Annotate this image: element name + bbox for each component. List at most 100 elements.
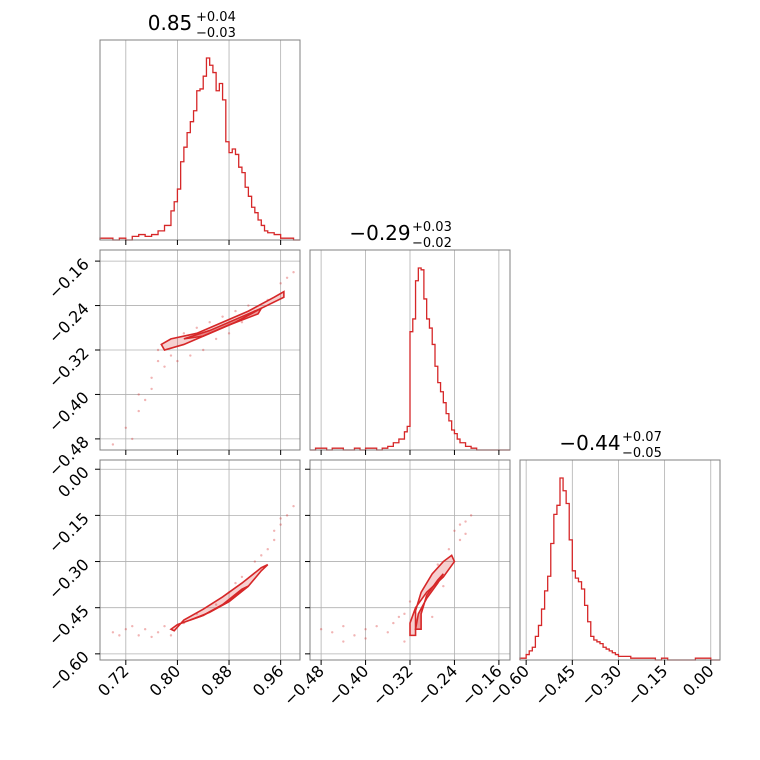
contour-inner <box>183 306 264 340</box>
scatter-point <box>150 376 153 379</box>
scatter-point <box>285 276 289 279</box>
scatter-point <box>253 560 257 563</box>
param-title-lower: −0.03 <box>196 26 236 41</box>
scatter-point <box>137 409 140 413</box>
x-tick-label: −0.45 <box>531 661 579 709</box>
scatter-point <box>189 354 192 357</box>
scatter-point <box>111 631 115 634</box>
scatter-point <box>234 581 237 585</box>
param-title-upper: +0.04 <box>196 10 236 25</box>
contour-outer <box>160 290 285 351</box>
scatter-point <box>279 523 282 526</box>
param-title-median: −0.44 <box>559 431 620 455</box>
scatter-point <box>240 575 244 579</box>
contour-inner <box>190 585 249 621</box>
scatter-point <box>137 393 140 396</box>
scatter-point <box>195 326 198 329</box>
scatter-point <box>342 640 345 643</box>
y-tick-label: −0.16 <box>45 255 93 303</box>
scatter-point <box>464 520 467 523</box>
scatter-point <box>247 304 250 307</box>
scatter-point <box>202 348 205 352</box>
y-tick-label: −0.45 <box>45 601 93 649</box>
scatter-point <box>436 563 439 566</box>
scatter-point <box>279 282 282 285</box>
scatter-point <box>447 548 451 551</box>
scatter-point <box>458 538 462 542</box>
scatter-point <box>143 398 147 402</box>
scatter-point <box>150 635 153 639</box>
scatter-point <box>331 631 334 634</box>
param-title-upper: +0.07 <box>622 430 662 445</box>
scatter-point <box>403 640 406 643</box>
scatter-point <box>227 332 231 335</box>
x-tick-label: 0.72 <box>94 661 133 700</box>
scatter-point <box>169 634 173 637</box>
scatter-point <box>163 365 166 368</box>
scatter-point <box>279 517 282 520</box>
scatter-point <box>221 315 224 318</box>
x-tick-label: −0.32 <box>369 661 417 709</box>
scatter-point <box>442 584 445 588</box>
x-tick-label: −0.48 <box>280 661 328 709</box>
panel-frame <box>519 459 721 661</box>
contour-inner <box>414 573 445 631</box>
scatter-point <box>118 634 121 637</box>
scatter-point <box>208 321 211 324</box>
scatter-point <box>292 271 295 274</box>
histogram-1 <box>310 267 510 451</box>
histogram-2 <box>519 477 720 661</box>
scatter-point <box>408 600 412 603</box>
scatter-point <box>131 624 134 628</box>
scatter-point <box>353 634 356 637</box>
x-tick-label: −0.30 <box>577 661 625 709</box>
param-title-median: 0.85 <box>148 11 193 35</box>
scatter-point <box>156 631 160 634</box>
scatter-point <box>285 514 289 517</box>
scatter-point <box>137 634 140 637</box>
scatter-point <box>272 538 276 542</box>
scatter-point <box>266 548 269 551</box>
scatter-point <box>319 628 323 631</box>
x-tick-label: 0.00 <box>679 661 718 700</box>
scatter-point <box>364 637 367 640</box>
y-tick-label: −0.40 <box>45 388 93 436</box>
scatter-point <box>272 529 276 532</box>
scatter-point <box>131 437 134 441</box>
x-tick-label: 0.80 <box>146 661 185 700</box>
scatter-point <box>124 628 128 631</box>
scatter-point <box>143 628 147 631</box>
panel-frame <box>99 459 301 661</box>
y-tick-label: −0.60 <box>45 647 93 695</box>
y-tick-label: −0.30 <box>45 555 93 603</box>
y-tick-label: −0.15 <box>45 509 93 557</box>
scatter-point <box>397 615 401 619</box>
panel-frame <box>99 39 301 241</box>
scatter-point <box>214 337 218 341</box>
scatter-point <box>234 309 237 313</box>
param-title-lower: −0.02 <box>412 236 452 251</box>
scatter-point <box>260 554 263 557</box>
x-tick-label: −0.15 <box>623 661 671 709</box>
scatter-point <box>458 523 462 526</box>
scatter-point <box>156 348 160 352</box>
scatter-point <box>431 615 434 619</box>
x-tick-label: −0.40 <box>324 661 372 709</box>
histogram-0 <box>99 57 300 241</box>
scatter-point <box>240 321 244 324</box>
scatter-point <box>156 359 160 363</box>
scatter-point <box>292 504 295 508</box>
scatter-point <box>182 332 186 335</box>
scatter-point <box>469 514 473 517</box>
scatter-point <box>342 624 345 628</box>
scatter-point <box>392 621 395 625</box>
scatter-point <box>150 387 153 391</box>
x-tick-label: 0.88 <box>197 661 236 700</box>
scatter-point <box>364 628 367 631</box>
param-title-median: −0.29 <box>349 221 410 245</box>
contour-outer <box>169 563 269 632</box>
scatter-point <box>163 624 166 628</box>
param-title-lower: −0.05 <box>622 446 662 461</box>
param-title-upper: +0.03 <box>412 220 452 235</box>
